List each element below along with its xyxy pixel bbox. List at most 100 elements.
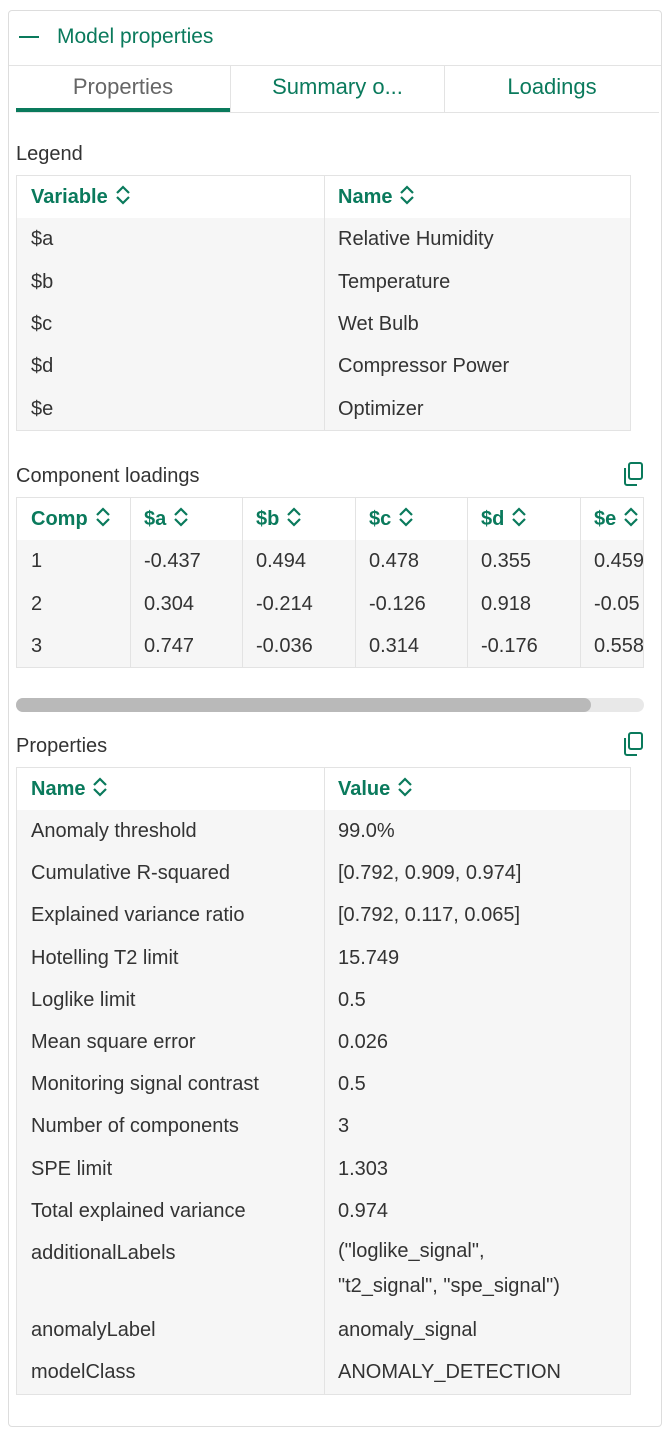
sort-icon[interactable] — [172, 506, 190, 528]
sort-icon[interactable] — [398, 184, 416, 206]
sort-icon[interactable] — [91, 776, 109, 798]
header-row: Variable Name — [17, 176, 630, 218]
column-header[interactable]: Comp — [17, 498, 130, 540]
table-cell: 0.558 — [594, 634, 644, 657]
collapse-icon[interactable] — [19, 36, 39, 38]
table-row: Hotelling T2 limit 15.749 — [17, 936, 630, 979]
table-cell: 0.747 — [144, 634, 195, 657]
table-cell: Compressor Power — [338, 355, 510, 378]
table-row: modelClass ANOMALY_DETECTION — [17, 1351, 630, 1394]
sort-icon[interactable] — [396, 776, 414, 798]
table-cell: -0.05 — [594, 592, 640, 615]
table-cell: Monitoring signal contrast — [31, 1073, 259, 1096]
sort-icon[interactable] — [622, 506, 640, 528]
tab[interactable]: Summary o... — [230, 66, 444, 112]
header-row: Name Value — [17, 768, 630, 810]
column-header[interactable]: $b — [242, 498, 355, 540]
table-cell: Anomaly threshold — [31, 820, 197, 843]
table-row: Monitoring signal contrast 0.5 — [17, 1063, 630, 1106]
table-cell: Temperature — [338, 270, 451, 293]
table-row: $b Temperature — [17, 260, 630, 303]
column-divider — [324, 768, 325, 1394]
table-row: Loglike limit 0.5 — [17, 978, 630, 1021]
column-header[interactable]: $e — [580, 498, 643, 540]
tab[interactable]: Properties — [16, 66, 230, 112]
column-label[interactable]: $a — [144, 508, 167, 530]
column-header[interactable]: $a — [130, 498, 242, 540]
section-title: Properties — [16, 735, 108, 757]
table-cell: 3 — [31, 634, 43, 657]
table-cell: 0.459 — [594, 550, 644, 573]
properties-table: Name Value Anomaly threshold 99.0% Cumulativ… — [16, 767, 631, 1395]
column-header[interactable]: Name — [324, 176, 630, 218]
table-cell: 99.0% — [338, 820, 395, 843]
legend-table: Variable Name $a Relative Humidity $b Tempera… — [16, 175, 631, 431]
column-divider — [467, 498, 468, 668]
table-cell: -0.437 — [144, 550, 201, 573]
table-cell: -0.176 — [481, 634, 538, 657]
table-cell: $b — [31, 270, 54, 293]
copy-button[interactable] — [621, 461, 645, 492]
column-header[interactable]: $d — [467, 498, 580, 540]
table-row: additionalLabels ("loglike_signal", "t2_si… — [17, 1232, 630, 1310]
tab-bar: Properties Summary o... Loadings — [16, 66, 659, 113]
table-row: $a Relative Humidity — [17, 218, 630, 261]
sort-icon[interactable] — [397, 506, 415, 528]
sort-icon[interactable] — [285, 506, 303, 528]
loadings-table: Comp $a $b $c $d $e 1 -0.437 0.494 0.478 0.355 0.45… — [16, 497, 644, 669]
column-label[interactable]: Variable — [31, 186, 108, 208]
table-cell: $e — [31, 397, 54, 420]
sort-icon[interactable] — [114, 184, 132, 206]
table-cell: Explained variance ratio — [31, 904, 245, 927]
horizontal-scrollbar[interactable] — [16, 698, 644, 712]
table-cell: $c — [31, 312, 53, 335]
table-row: $d Compressor Power — [17, 345, 630, 388]
cell-line: "t2_signal", "spe_signal") — [338, 1275, 560, 1297]
column-label[interactable]: Comp — [31, 508, 88, 530]
sort-icon[interactable] — [94, 506, 112, 528]
table-cell: Total explained variance — [31, 1199, 246, 1222]
column-label[interactable]: $c — [369, 508, 392, 530]
table-cell: 1.303 — [338, 1157, 389, 1180]
table-cell: 15.749 — [338, 946, 400, 969]
column-header[interactable]: Variable — [17, 176, 324, 218]
cell-line: ("loglike_signal", — [338, 1240, 485, 1262]
column-header[interactable]: $c — [355, 498, 467, 540]
copy-icon[interactable] — [621, 461, 645, 487]
column-label[interactable]: Name — [338, 186, 393, 208]
table-cell: $a — [31, 228, 54, 251]
column-label[interactable]: $e — [594, 508, 617, 530]
copy-icon[interactable] — [621, 731, 645, 757]
table-row: Mean square error 0.026 — [17, 1021, 630, 1064]
scrollbar-thumb[interactable] — [16, 698, 591, 712]
table-cell: $d — [31, 355, 54, 378]
column-header[interactable]: Name — [17, 768, 324, 810]
column-header[interactable]: Value — [324, 768, 630, 810]
table-cell: 0.026 — [338, 1031, 389, 1054]
table-cell: 0.478 — [369, 550, 420, 573]
table-cell: 0.974 — [338, 1199, 389, 1222]
table-cell: Optimizer — [338, 397, 424, 420]
sort-icon[interactable] — [510, 506, 528, 528]
panel-header[interactable]: Model properties — [9, 11, 661, 66]
tab[interactable]: Loadings — [444, 66, 659, 112]
column-label[interactable]: $b — [256, 508, 280, 530]
column-label[interactable]: Name — [31, 778, 86, 800]
table-cell: modelClass — [31, 1361, 136, 1384]
column-divider — [324, 176, 325, 430]
column-divider — [130, 498, 131, 668]
table-row: $e Optimizer — [17, 387, 630, 430]
column-label[interactable]: Value — [338, 778, 391, 800]
column-label[interactable]: $d — [481, 508, 505, 530]
table-cell: 2 — [31, 592, 43, 615]
table-row: Explained variance ratio [0.792, 0.117, 0… — [17, 894, 630, 937]
table-row: Anomaly threshold 99.0% — [17, 810, 630, 853]
table-cell: Wet Bulb — [338, 312, 419, 335]
panel-title[interactable]: Model properties — [57, 25, 214, 48]
table-row: 3 0.747 -0.036 0.314 -0.176 0.558 — [17, 624, 644, 668]
table-cell: additionalLabels — [31, 1242, 176, 1265]
copy-button[interactable] — [621, 731, 645, 762]
table-cell: ANOMALY_DETECTION — [338, 1361, 561, 1384]
header-row: Comp $a $b $c $d $e — [17, 498, 643, 540]
